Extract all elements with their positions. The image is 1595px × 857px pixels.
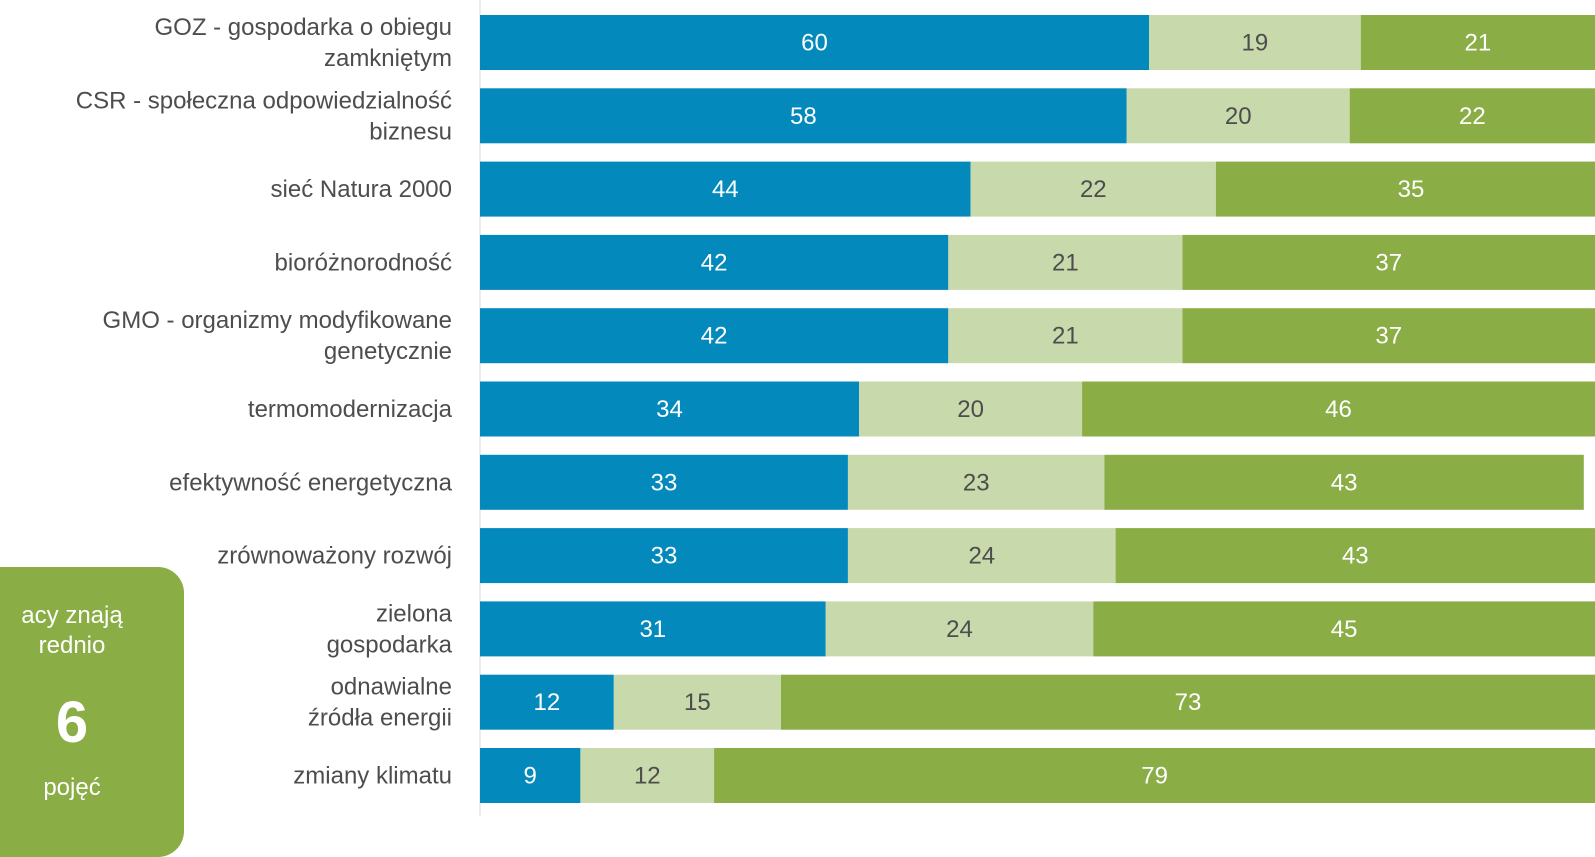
data-label: 43 xyxy=(1342,543,1369,570)
data-label: 24 xyxy=(968,543,995,570)
data-label: 42 xyxy=(701,249,728,276)
category-label: zmiany klimatu xyxy=(293,763,452,790)
data-label: 12 xyxy=(534,689,561,716)
callout-line-2: rednio xyxy=(0,631,184,661)
data-label: 60 xyxy=(801,30,828,57)
category-label: zrównoważony rozwój xyxy=(217,543,452,570)
data-label: 9 xyxy=(524,763,537,790)
data-label: 23 xyxy=(963,469,990,496)
data-label: 73 xyxy=(1175,689,1202,716)
data-label: 43 xyxy=(1331,469,1358,496)
callout-number: 6 xyxy=(0,693,184,753)
data-label: 37 xyxy=(1375,323,1402,350)
data-label: 46 xyxy=(1325,396,1352,423)
data-label: 45 xyxy=(1331,616,1358,643)
data-label: 19 xyxy=(1242,30,1269,57)
data-label: 37 xyxy=(1375,249,1402,276)
callout-line-3: pojęć xyxy=(0,773,184,803)
data-label: 34 xyxy=(656,396,683,423)
category-label: efektywność energetyczna xyxy=(169,469,452,496)
data-label: 22 xyxy=(1459,103,1486,130)
data-label: 33 xyxy=(651,543,678,570)
category-label: termomodernizacja xyxy=(248,396,453,423)
data-label: 35 xyxy=(1398,176,1425,203)
data-label: 12 xyxy=(634,763,661,790)
summary-callout: acy znają rednio 6 pojęć xyxy=(0,567,184,857)
data-label: 21 xyxy=(1052,323,1079,350)
data-label: 21 xyxy=(1465,30,1492,57)
data-label: 42 xyxy=(701,323,728,350)
data-label: 31 xyxy=(639,616,666,643)
data-label: 33 xyxy=(651,469,678,496)
data-label: 58 xyxy=(790,103,817,130)
data-label: 21 xyxy=(1052,249,1079,276)
category-label: bioróżnorodność xyxy=(275,249,452,276)
category-label: sieć Natura 2000 xyxy=(271,176,452,203)
data-label: 20 xyxy=(957,396,984,423)
callout-line-1: acy znają xyxy=(0,601,184,631)
data-label: 44 xyxy=(712,176,739,203)
data-label: 22 xyxy=(1080,176,1107,203)
data-label: 79 xyxy=(1141,763,1168,790)
data-label: 15 xyxy=(684,689,711,716)
data-label: 24 xyxy=(946,616,973,643)
data-label: 20 xyxy=(1225,103,1252,130)
